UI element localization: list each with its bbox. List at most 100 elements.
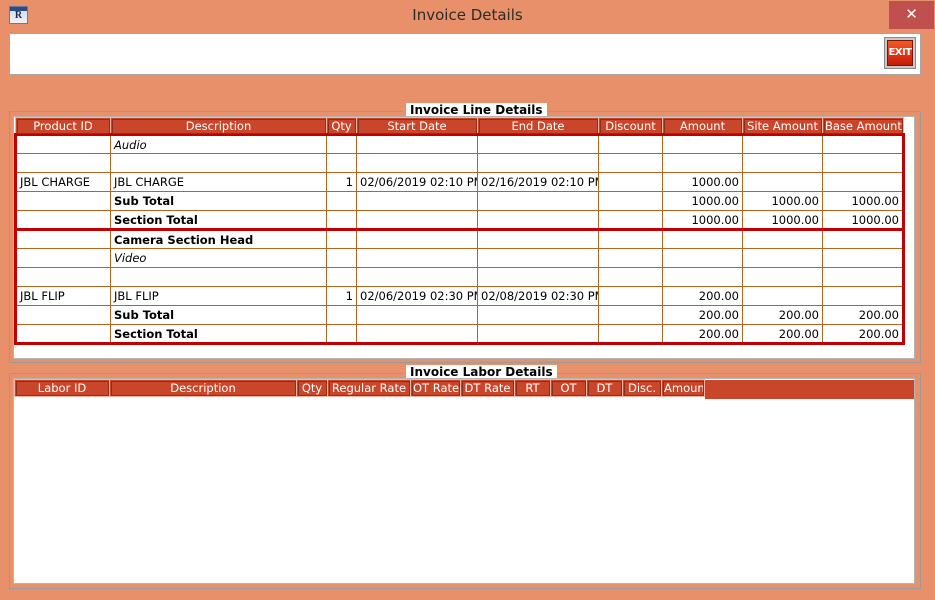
line-col-header-end-date[interactable]: End Date — [477, 117, 599, 135]
table-row[interactable]: JBL CHARGE JBL CHARGE 1 02/06/2019 02:10 PM… — [14, 172, 905, 192]
line-col-header-discount[interactable]: Discount — [598, 117, 663, 135]
line-table[interactable]: Product ID Description Qty Start Date End Da… — [14, 117, 905, 345]
line-cell-site-amount[interactable]: 1000.00 — [742, 210, 823, 231]
line-cell-amount[interactable] — [662, 133, 743, 154]
line-col-header-start-date[interactable]: Start Date — [356, 117, 478, 135]
line-cell-start-date[interactable] — [356, 228, 478, 249]
line-cell-end-date[interactable] — [477, 248, 599, 268]
line-col-header-site-amount[interactable]: Site Amount — [742, 117, 823, 135]
line-cell-site-amount[interactable] — [742, 153, 823, 173]
line-cell-product-id[interactable] — [14, 267, 111, 287]
line-cell-site-amount[interactable] — [742, 228, 823, 249]
line-cell-start-date[interactable] — [356, 248, 478, 268]
line-cell-base-amount[interactable] — [822, 267, 905, 287]
line-cell-description[interactable]: Section Total — [110, 210, 327, 231]
labor-col-header-disc-[interactable]: Disc. — [622, 379, 662, 397]
line-cell-base-amount[interactable]: 200.00 — [822, 324, 905, 345]
line-cell-qty[interactable] — [326, 267, 357, 287]
line-cell-site-amount[interactable] — [742, 267, 823, 287]
line-cell-amount[interactable] — [662, 153, 743, 173]
line-cell-end-date[interactable] — [477, 191, 599, 211]
line-cell-amount[interactable]: 200.00 — [662, 286, 743, 306]
invoice-labor-details-grid[interactable]: Labor ID Description Qty Regular Rate OT Rat… — [13, 378, 915, 584]
line-cell-amount[interactable]: 200.00 — [662, 324, 743, 345]
line-cell-discount[interactable] — [598, 210, 663, 231]
line-cell-qty[interactable] — [326, 305, 357, 325]
line-cell-qty[interactable] — [326, 324, 357, 345]
line-cell-discount[interactable] — [598, 305, 663, 325]
line-cell-base-amount[interactable] — [822, 228, 905, 249]
line-cell-qty[interactable] — [326, 210, 357, 231]
line-cell-end-date[interactable] — [477, 305, 599, 325]
line-cell-start-date[interactable] — [356, 153, 478, 173]
line-cell-base-amount[interactable] — [822, 286, 905, 306]
line-cell-site-amount[interactable]: 1000.00 — [742, 191, 823, 211]
line-cell-amount[interactable] — [662, 228, 743, 249]
line-cell-description[interactable]: JBL FLIP — [110, 286, 327, 306]
line-cell-discount[interactable] — [598, 153, 663, 173]
table-row[interactable]: Sub Total 200.00 200.00 200.00 — [14, 305, 905, 325]
line-cell-start-date[interactable] — [356, 191, 478, 211]
line-cell-qty[interactable] — [326, 248, 357, 268]
line-cell-end-date[interactable] — [477, 267, 599, 287]
line-cell-end-date[interactable] — [477, 324, 599, 345]
line-cell-product-id[interactable] — [14, 228, 111, 249]
line-cell-start-date[interactable] — [356, 305, 478, 325]
line-cell-base-amount[interactable]: 1000.00 — [822, 191, 905, 211]
line-cell-end-date[interactable]: 02/08/2019 02:30 PM — [477, 286, 599, 306]
labor-col-header-dt-rate[interactable]: DT Rate — [460, 379, 515, 397]
line-cell-description[interactable]: Section Total — [110, 324, 327, 345]
line-col-header-product-id[interactable]: Product ID — [15, 117, 111, 135]
labor-col-header-labor-id[interactable]: Labor ID — [14, 379, 110, 397]
line-cell-description[interactable]: Sub Total — [110, 305, 327, 325]
line-cell-discount[interactable] — [598, 228, 663, 249]
line-cell-discount[interactable] — [598, 324, 663, 345]
labor-table[interactable]: Labor ID Description Qty Regular Rate OT Rat… — [14, 379, 709, 397]
line-cell-discount[interactable] — [598, 248, 663, 268]
line-cell-qty[interactable] — [326, 191, 357, 211]
labor-col-header-rt[interactable]: RT — [514, 379, 551, 397]
line-cell-product-id[interactable] — [14, 210, 111, 231]
table-row[interactable] — [14, 153, 905, 173]
line-cell-discount[interactable] — [598, 191, 663, 211]
labor-col-header-regular-rate[interactable]: Regular Rate — [327, 379, 411, 397]
line-cell-base-amount[interactable] — [822, 133, 905, 154]
line-cell-description[interactable]: Sub Total — [110, 191, 327, 211]
line-cell-product-id[interactable] — [14, 153, 111, 173]
line-cell-amount[interactable]: 1000.00 — [662, 191, 743, 211]
line-cell-discount[interactable] — [598, 172, 663, 192]
line-cell-base-amount[interactable] — [822, 248, 905, 268]
labor-col-header-description[interactable]: Description — [109, 379, 297, 397]
line-cell-base-amount[interactable] — [822, 153, 905, 173]
line-cell-amount[interactable] — [662, 248, 743, 268]
line-cell-end-date[interactable] — [477, 228, 599, 249]
line-cell-product-id[interactable] — [14, 305, 111, 325]
line-cell-description[interactable]: JBL CHARGE — [110, 172, 327, 192]
labor-col-header-ot[interactable]: OT — [550, 379, 587, 397]
line-cell-end-date[interactable] — [477, 210, 599, 231]
line-cell-description[interactable] — [110, 153, 327, 173]
line-cell-site-amount[interactable] — [742, 286, 823, 306]
line-cell-discount[interactable] — [598, 286, 663, 306]
line-col-header-base-amount[interactable]: Base Amount — [822, 117, 904, 135]
line-cell-site-amount[interactable] — [742, 172, 823, 192]
line-cell-qty[interactable] — [326, 133, 357, 154]
line-cell-qty[interactable]: 1 — [326, 172, 357, 192]
table-row[interactable]: JBL FLIP JBL FLIP 1 02/06/2019 02:30 PM 02/0… — [14, 286, 905, 306]
line-cell-product-id[interactable] — [14, 248, 111, 268]
line-cell-qty[interactable]: 1 — [326, 286, 357, 306]
line-cell-start-date[interactable] — [356, 267, 478, 287]
line-cell-site-amount[interactable]: 200.00 — [742, 324, 823, 345]
line-cell-description[interactable]: Audio — [110, 133, 327, 154]
line-cell-end-date[interactable]: 02/16/2019 02:10 PM — [477, 172, 599, 192]
line-cell-qty[interactable] — [326, 228, 357, 249]
line-cell-amount[interactable]: 1000.00 — [662, 172, 743, 192]
line-cell-product-id[interactable] — [14, 324, 111, 345]
invoice-line-details-grid[interactable]: Product ID Description Qty Start Date End Da… — [13, 116, 915, 359]
line-cell-product-id[interactable] — [14, 191, 111, 211]
labor-col-header-dt[interactable]: DT — [586, 379, 623, 397]
line-cell-start-date[interactable] — [356, 324, 478, 345]
labor-col-header-amount[interactable]: Amount — [661, 379, 709, 397]
line-cell-amount[interactable]: 200.00 — [662, 305, 743, 325]
line-cell-base-amount[interactable] — [822, 172, 905, 192]
